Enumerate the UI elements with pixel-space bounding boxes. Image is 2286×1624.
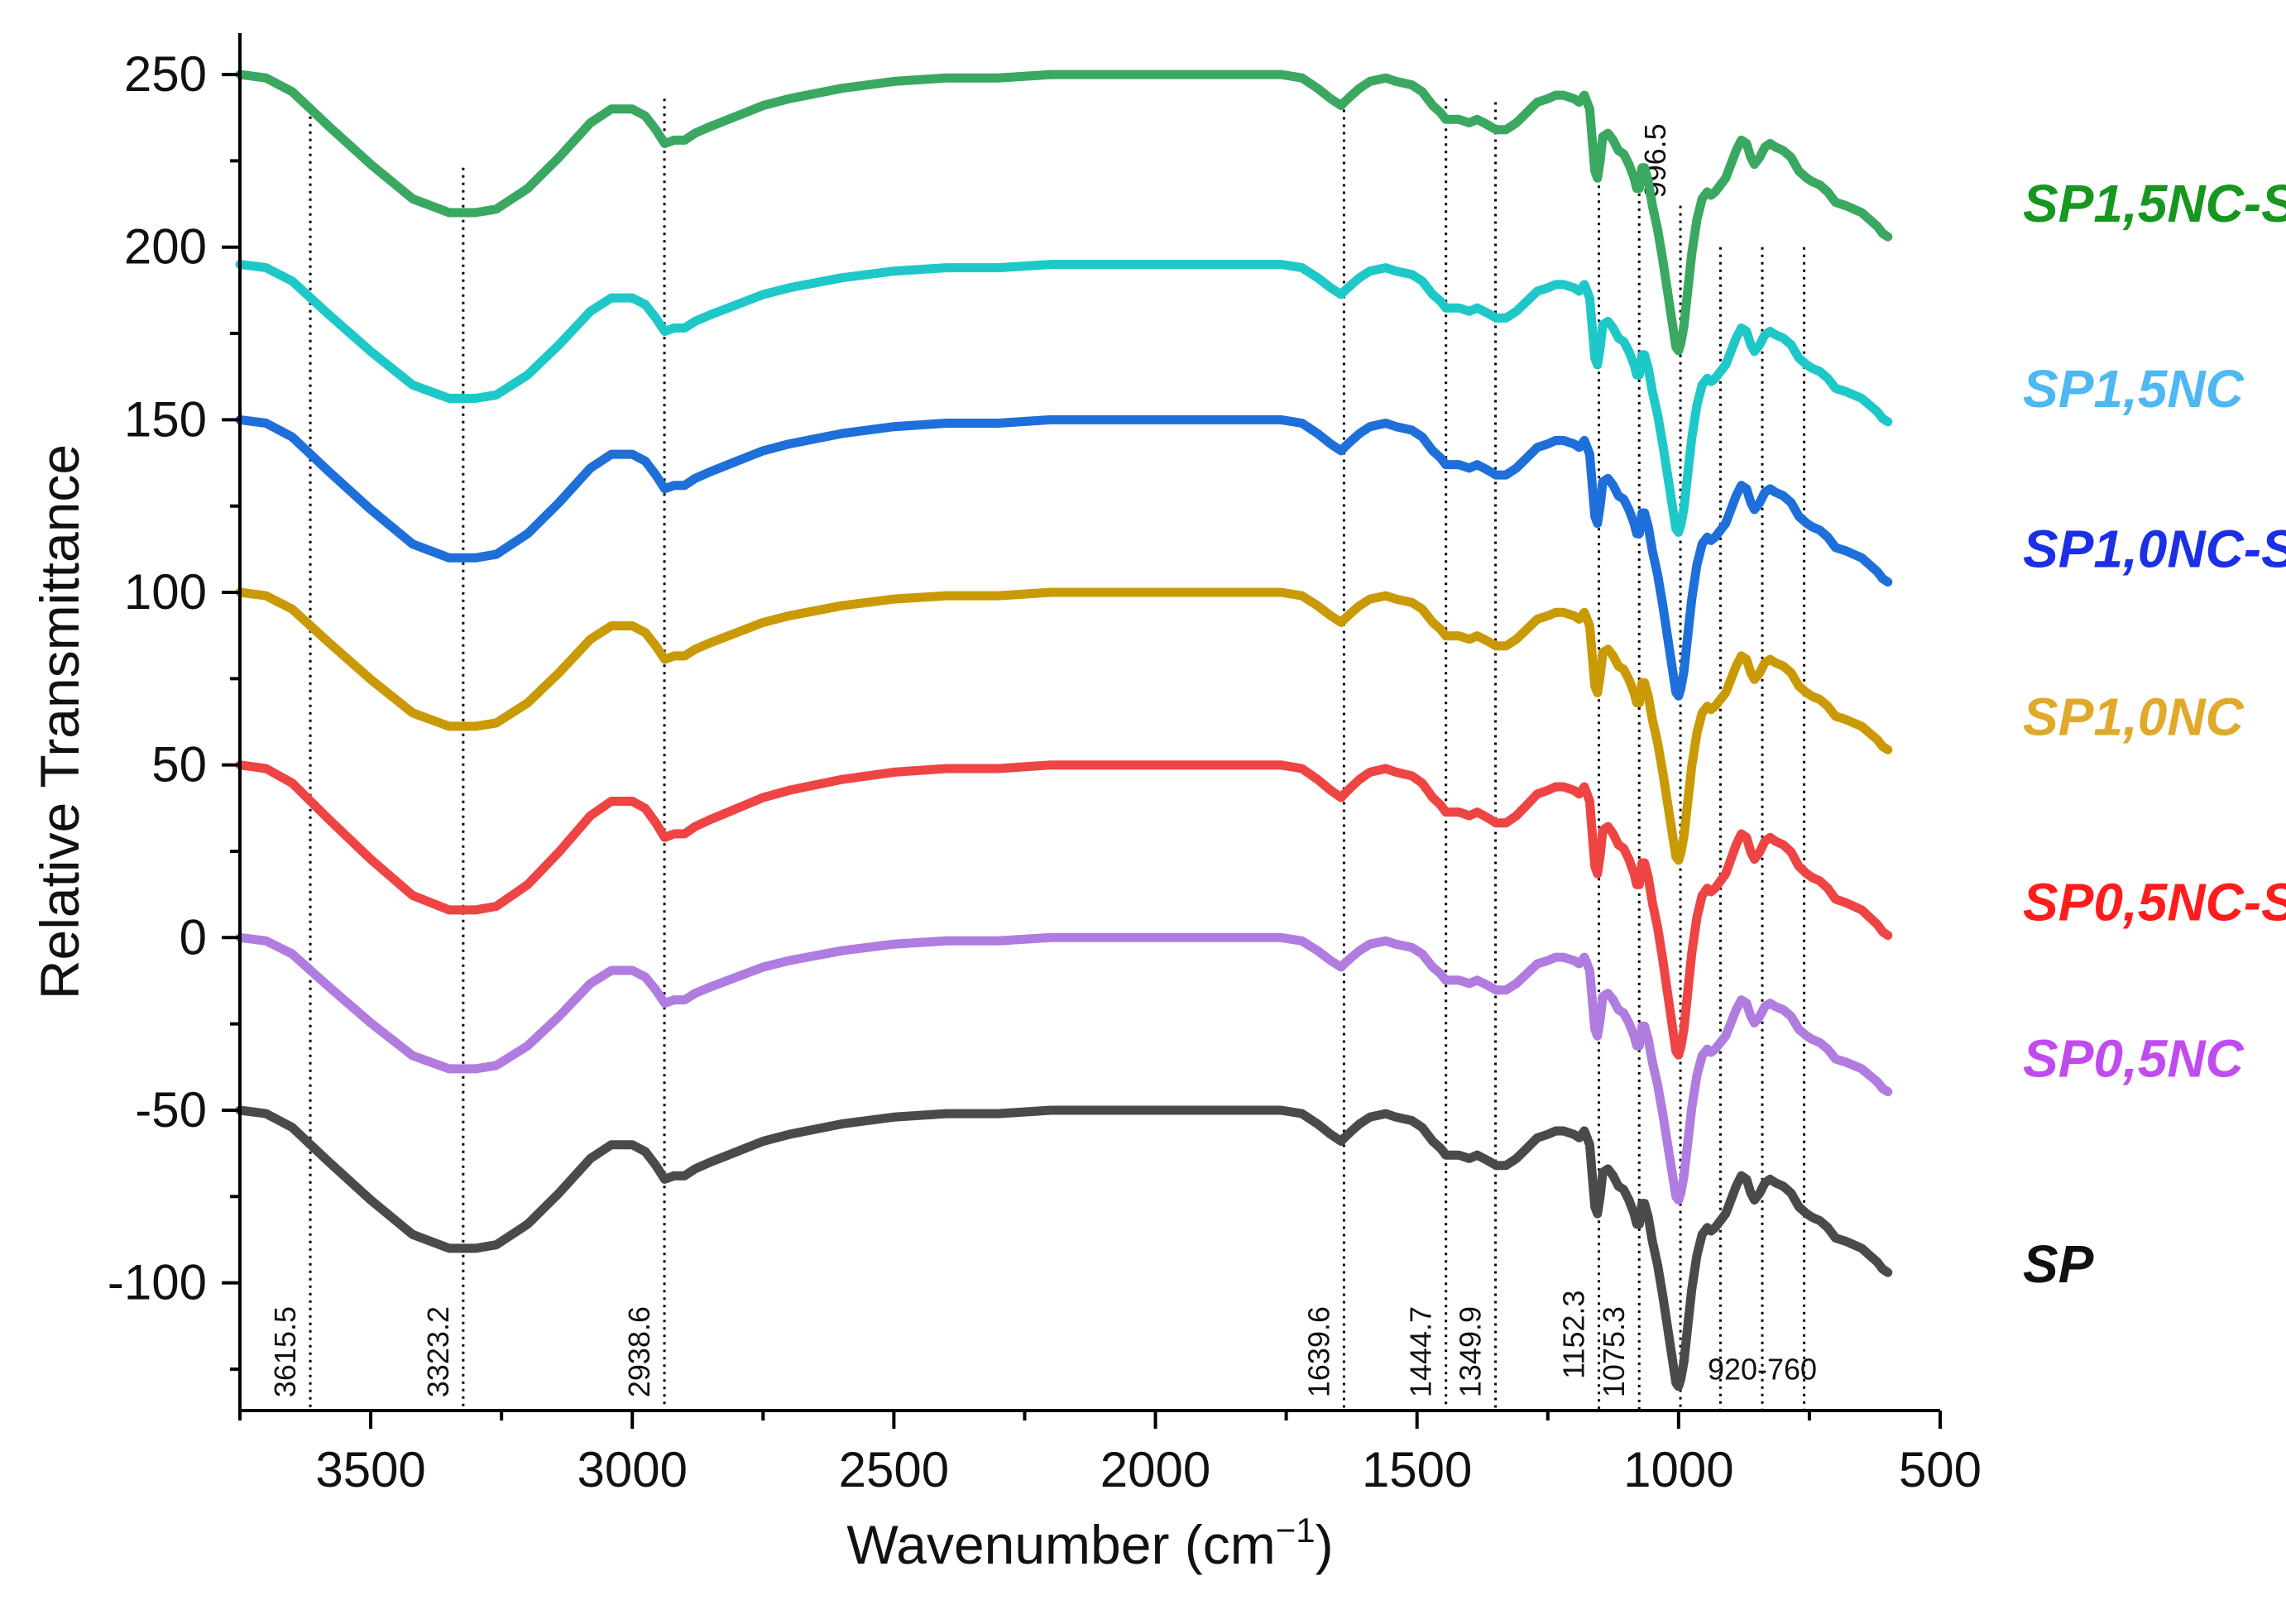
annotation-label: 1444.7 [1404, 1306, 1438, 1397]
series-line-sp1-0nc-s [235, 414, 1893, 701]
range-label: 920-760 [1708, 1352, 1817, 1386]
series-line-sp0-5nc [235, 932, 1893, 1205]
spectra-lines [235, 69, 1893, 1392]
y-tick-label: 50 [151, 737, 207, 793]
series-label: SP1,5NC-S [2023, 174, 2286, 233]
series-labels: SP SP0,5NC SP0,5NC-S SP1,0NC SP1,0NC-S SP1,5N… [2023, 174, 2286, 1294]
x-tick-label: 1500 [1362, 1442, 1472, 1497]
axis-ticks: 3500 3000 2500 2000 1500 1000 5002502001501005… [108, 46, 1982, 1497]
series-line-sp1-5nc [235, 260, 1893, 537]
y-tick-label: 0 [180, 909, 207, 965]
annotation-label: 1075.3 [1597, 1306, 1631, 1397]
y-tick-label: 250 [124, 46, 207, 102]
x-tick-label: 2000 [1100, 1442, 1210, 1497]
annotation-label: 3323.2 [421, 1306, 455, 1397]
series-label: SP1,0NC-S [2023, 519, 2286, 578]
y-tick-label: -100 [108, 1255, 207, 1310]
series-line-sp0-5nc-s [235, 760, 1893, 1060]
y-tick-label: 150 [124, 391, 207, 447]
x-tick-label: 2500 [839, 1442, 949, 1497]
series-label: SP0,5NC-S [2023, 873, 2286, 932]
annotation-lines: 3615.5 3323.2 2938.6 1639.6 1444.7 1349.9 1152… [268, 98, 1817, 1411]
annotation-label: 1639.6 [1301, 1306, 1335, 1397]
series-label: SP1,0NC [2023, 687, 2245, 746]
annotation-label: 3615.5 [268, 1306, 302, 1397]
y-tick-label: 100 [124, 564, 207, 620]
y-tick-label: -50 [135, 1082, 207, 1138]
series-label: SP [2023, 1234, 2094, 1294]
series-line-sp1-5nc-s [235, 69, 1893, 356]
x-axis-title-exponent: −1 [1276, 1511, 1316, 1550]
series-label: SP1,5NC [2023, 359, 2245, 419]
x-tick-label: 3000 [577, 1442, 687, 1497]
annotation-label: 1349.9 [1454, 1306, 1488, 1397]
series-line-sp1-0nc [235, 587, 1893, 865]
y-tick-label: 200 [124, 219, 207, 275]
axes [238, 33, 1940, 1412]
x-axis-title: Wavenumber (cm−1) [846, 1511, 1333, 1575]
annotation-label: 2938.6 [622, 1306, 656, 1397]
x-axis-title-close: ) [1316, 1514, 1334, 1575]
series-label: SP0,5NC [2023, 1029, 2245, 1089]
x-tick-label: 500 [1899, 1442, 1982, 1497]
annotation-label: 1152.3 [1557, 1290, 1591, 1378]
x-axis-title-main: Wavenumber (cm [846, 1514, 1275, 1575]
x-tick-label: 3500 [315, 1442, 425, 1497]
series-line-sp [235, 1105, 1893, 1392]
y-axis-title: Relative Transmittance [29, 444, 90, 999]
x-tick-label: 1000 [1623, 1442, 1733, 1497]
